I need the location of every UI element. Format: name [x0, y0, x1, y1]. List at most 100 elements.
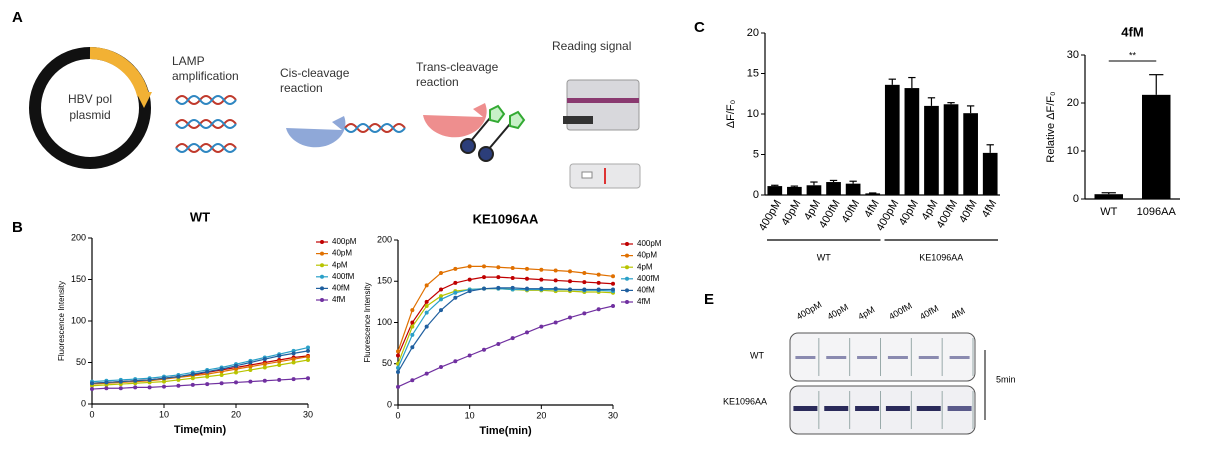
- y-tick-label: 20: [747, 27, 759, 39]
- gel-band: [887, 356, 908, 359]
- point: [104, 386, 109, 391]
- point: [162, 376, 166, 381]
- reporter: [469, 117, 491, 143]
- series-line: [91, 359, 309, 387]
- x-tick-label: 10: [465, 410, 475, 420]
- point: [496, 285, 501, 290]
- y-axis-label: Fluorescence Intensity: [57, 281, 66, 361]
- point: [596, 307, 601, 312]
- x-tick-label: 30: [303, 409, 313, 419]
- point: [611, 304, 615, 308]
- point: [410, 324, 415, 329]
- reporter: [487, 123, 511, 151]
- point: [582, 271, 587, 275]
- point: [453, 290, 458, 295]
- y-tick-label: 200: [71, 232, 86, 242]
- point: [410, 378, 415, 383]
- point: [611, 274, 615, 279]
- point: [176, 374, 181, 379]
- point: [147, 385, 152, 390]
- x-tick-label: 0: [89, 409, 94, 419]
- legend-marker: [320, 251, 324, 256]
- x-tick-label: 30: [608, 410, 618, 420]
- chart-title: KE1096AA: [473, 211, 539, 226]
- legend-label: 40pM: [637, 251, 657, 260]
- dna: [175, 119, 237, 129]
- point: [568, 287, 572, 292]
- point: [510, 285, 515, 290]
- legend-label: 40fM: [332, 284, 350, 293]
- point: [525, 276, 529, 281]
- point: [410, 345, 415, 350]
- point: [496, 265, 501, 270]
- point: [410, 308, 415, 313]
- point: [525, 286, 529, 291]
- point: [262, 378, 267, 383]
- point: [510, 266, 515, 271]
- y-axis-label: Fluorescence Intensity: [363, 282, 372, 362]
- point: [553, 286, 558, 291]
- annotation: **: [1129, 50, 1137, 60]
- point: [582, 287, 587, 292]
- x-tick-label: 10: [159, 409, 169, 419]
- point: [248, 379, 253, 384]
- x-tick-label: 1096AA: [1137, 206, 1177, 218]
- legend-label: 400fM: [332, 272, 355, 281]
- gel-band: [949, 356, 970, 359]
- point: [439, 294, 443, 299]
- y-tick-label: 100: [377, 317, 392, 327]
- bar: [826, 182, 841, 195]
- point: [439, 287, 443, 292]
- point: [410, 320, 415, 325]
- point: [467, 353, 472, 358]
- bar: [982, 152, 998, 195]
- gel-band: [795, 356, 816, 359]
- point: [133, 385, 138, 390]
- point: [190, 372, 195, 377]
- plasmid-label: HBV pol: [68, 92, 112, 106]
- step-label: Cis-cleavage: [280, 66, 350, 80]
- y-axis-label: Relative ΔF/F₀: [1045, 91, 1057, 162]
- point: [467, 277, 472, 282]
- bar: [1142, 94, 1171, 199]
- y-axis-label: ΔF/F₀: [725, 100, 737, 128]
- series-line: [397, 305, 614, 388]
- step-label: reaction: [416, 75, 459, 89]
- legend-label: 4pM: [637, 262, 653, 271]
- legend-label: 400pM: [332, 237, 357, 246]
- y-tick-label: 5: [753, 148, 759, 160]
- point: [453, 359, 458, 364]
- point: [424, 324, 429, 329]
- point: [439, 297, 443, 302]
- point: [396, 365, 400, 370]
- point: [104, 380, 109, 385]
- point: [262, 357, 267, 362]
- point: [306, 354, 310, 359]
- point: [611, 287, 615, 292]
- point: [262, 365, 267, 370]
- point: [596, 280, 601, 285]
- x-tick-label: 40pM: [897, 198, 921, 228]
- legend-marker: [625, 300, 629, 304]
- gel-lane-label: 4fM: [949, 306, 967, 322]
- point: [291, 360, 296, 365]
- y-tick-label: 0: [387, 399, 392, 409]
- point: [553, 268, 558, 273]
- point: [396, 384, 400, 389]
- dna: [175, 95, 237, 105]
- point: [424, 299, 429, 304]
- point: [306, 348, 310, 353]
- point: [582, 311, 587, 316]
- legend-marker: [625, 253, 629, 258]
- x-tick-label: 20: [536, 410, 546, 420]
- point: [234, 367, 238, 372]
- point: [205, 374, 210, 379]
- point: [467, 264, 472, 269]
- point: [539, 277, 544, 282]
- point: [424, 310, 429, 315]
- legend-marker: [625, 288, 629, 293]
- gel-row-label: KE1096AA: [723, 396, 767, 406]
- gel-lane-label: 400pM: [795, 299, 824, 321]
